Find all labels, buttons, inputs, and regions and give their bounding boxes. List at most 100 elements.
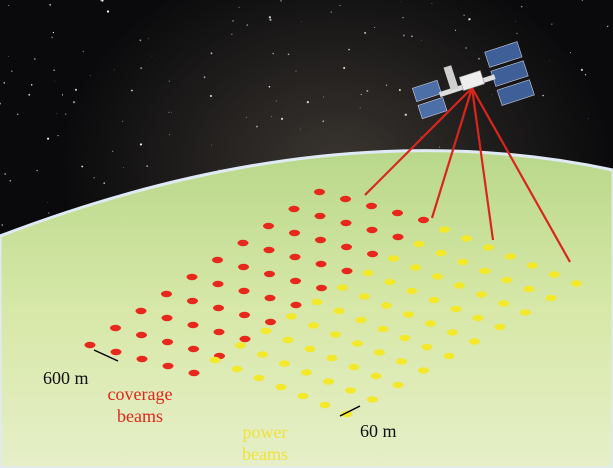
star [231, 33, 233, 35]
star [256, 125, 258, 128]
star [411, 35, 413, 38]
beam-spot [257, 351, 268, 358]
power-label: beams [242, 444, 288, 464]
beam-spot [161, 314, 173, 322]
star [402, 16, 404, 19]
star [168, 80, 170, 82]
beam-spot [188, 369, 200, 377]
power-label: power [243, 422, 288, 442]
star [549, 60, 550, 62]
coverage-spacing: 600 m [43, 368, 89, 388]
star [269, 18, 272, 21]
star [366, 89, 369, 92]
satellite [411, 41, 535, 120]
star [287, 53, 290, 56]
beam-spot [337, 284, 348, 291]
beam-spot [549, 271, 560, 278]
star [306, 101, 309, 104]
star [280, 117, 284, 120]
beam-spot [213, 328, 225, 336]
star [211, 144, 212, 146]
beam-spot [498, 300, 509, 307]
beam-spot [279, 360, 290, 367]
star [1, 224, 4, 226]
beam-spot [392, 381, 404, 389]
beam-spot [523, 285, 535, 293]
beam-spot [447, 329, 458, 336]
beam-spot [213, 304, 224, 312]
star [275, 100, 277, 102]
beam-spot [212, 280, 224, 288]
beam-spot [435, 249, 447, 257]
beam-spot [323, 378, 334, 385]
beam-spot [288, 205, 300, 213]
beam-spot [239, 335, 251, 343]
star [515, 21, 516, 23]
star [112, 150, 114, 152]
beam-spot [231, 365, 243, 373]
beam-spot [265, 318, 276, 326]
star [168, 111, 170, 113]
beam-spot [571, 280, 582, 287]
star [10, 70, 13, 73]
beam-spot [135, 307, 147, 315]
beam-spot [454, 282, 465, 289]
star [385, 84, 388, 86]
star [130, 89, 133, 92]
power-spacing: 60 m [360, 421, 397, 441]
star [57, 134, 59, 137]
beam-link [471, 87, 571, 263]
beam-spot [418, 367, 429, 374]
beam-spot [403, 311, 414, 318]
beam-spot [186, 273, 198, 281]
star [146, 165, 149, 168]
star [465, 47, 467, 49]
beam-spot [355, 316, 367, 324]
beam-spot [301, 369, 312, 376]
star [9, 180, 11, 182]
beam-spot [316, 284, 327, 292]
beam-spot [439, 226, 450, 233]
star [584, 74, 587, 76]
star [52, 31, 55, 34]
beam-spot [374, 349, 385, 356]
star [463, 14, 465, 16]
beam-spot [238, 263, 249, 271]
star [268, 85, 271, 88]
beam-spot [406, 287, 418, 295]
star [123, 167, 124, 168]
star [402, 34, 405, 37]
beam-spot [418, 216, 429, 224]
beam-spot [187, 297, 198, 305]
beam-spot [84, 341, 96, 349]
beam-spot [136, 331, 147, 339]
beam-spot [282, 336, 294, 344]
beam-spot [527, 262, 538, 269]
star [36, 169, 38, 172]
star [3, 81, 6, 84]
star [56, 113, 58, 115]
beam-spot [352, 340, 363, 347]
beam-link [470, 87, 495, 241]
beam-spot [366, 226, 378, 234]
beam-spot [162, 338, 173, 346]
star [0, 102, 1, 105]
star [46, 202, 48, 204]
beam-spot [396, 358, 407, 365]
beam-spot [264, 270, 275, 278]
star [203, 76, 206, 78]
beam-spot [212, 256, 223, 264]
beam-spot [235, 342, 246, 349]
beam-spot [297, 392, 309, 400]
beam-spot [263, 246, 275, 254]
star [295, 70, 297, 72]
star [323, 96, 325, 98]
star [343, 66, 346, 69]
beam-spot [410, 264, 421, 271]
star [478, 57, 480, 60]
beam-spot [263, 222, 274, 230]
star [339, 4, 341, 7]
star [238, 6, 240, 8]
beam-spot [326, 354, 338, 362]
